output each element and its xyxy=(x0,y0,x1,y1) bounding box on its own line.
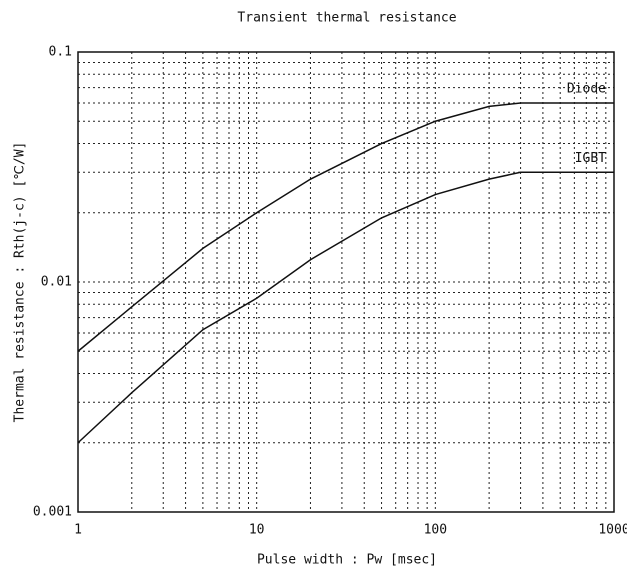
y-tick-label: 0.01 xyxy=(41,275,72,290)
chart-title: Transient thermal resistance xyxy=(237,11,456,26)
y-tick-label: 0.001 xyxy=(33,505,72,520)
x-axis-label: Pulse width : Pw [msec] xyxy=(257,553,437,568)
series-label: IGBT xyxy=(575,151,606,166)
x-tick-label: 1000 xyxy=(598,523,627,538)
x-tick-label: 100 xyxy=(424,523,447,538)
y-tick-label: 0.1 xyxy=(49,45,72,60)
series-label: Diode xyxy=(567,82,606,97)
series-line xyxy=(77,102,614,352)
plot-frame xyxy=(77,51,615,513)
y-axis-label: Thermal resistance : Rth(j-c) [℃/W] xyxy=(13,142,28,423)
series-line xyxy=(77,171,614,444)
x-tick-label: 10 xyxy=(249,523,265,538)
x-tick-label: 1 xyxy=(74,523,82,538)
